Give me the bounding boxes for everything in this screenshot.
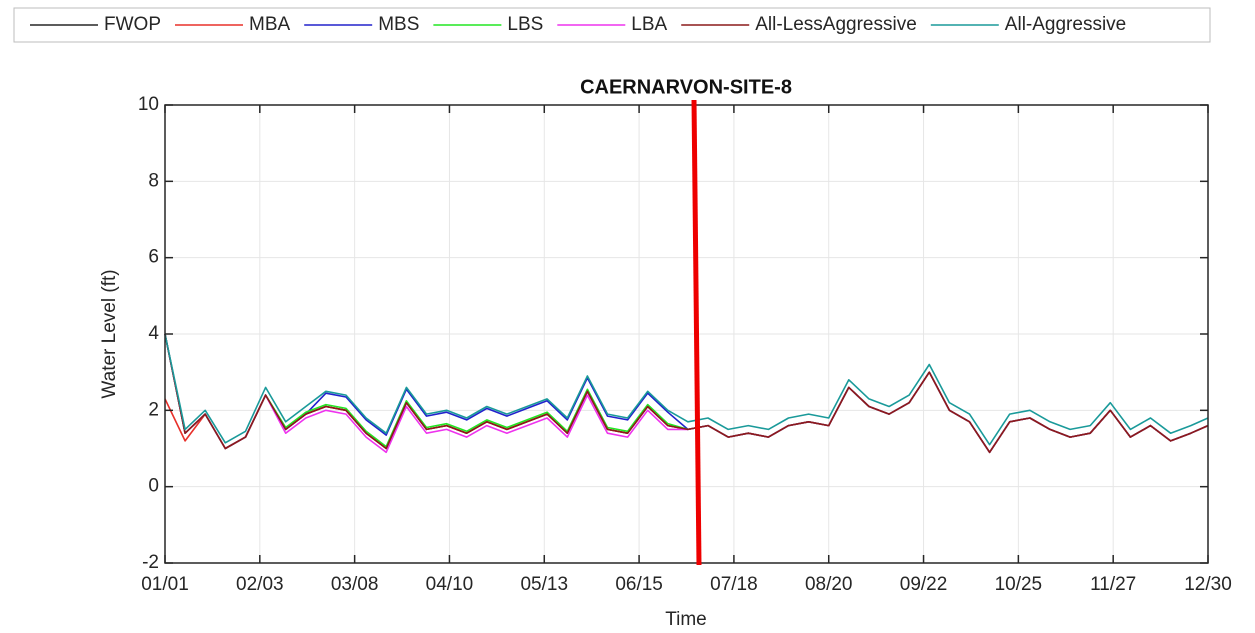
legend: FWOP MBA MBS LBS LBA All-LessAggressive All-Ag… [30, 14, 1126, 35]
x-tick-label: 01/01 [141, 574, 189, 595]
legend-label: MBS [378, 14, 419, 35]
highlight-line [691, 99, 702, 566]
chart-title: CAERNARVON-SITE-8 [580, 76, 792, 98]
x-tick-label: 02/03 [236, 574, 284, 595]
y-tick-label: 0 [148, 476, 159, 497]
x-axis-label: Time [665, 609, 707, 630]
series-line [164, 333, 1209, 454]
legend-label: All-Aggressive [1005, 14, 1126, 35]
y-tick-label: 10 [138, 94, 159, 115]
x-tick-label: 12/30 [1184, 574, 1232, 595]
x-tick-label: 08/20 [805, 574, 853, 595]
y-tick-label: 8 [148, 170, 159, 191]
legend-label: FWOP [104, 14, 161, 35]
y-tick-label: 6 [148, 247, 159, 268]
x-tick-label: 04/10 [426, 574, 474, 595]
x-tick-label: 05/13 [520, 574, 568, 595]
series-line [164, 333, 1209, 454]
series-line [164, 333, 1209, 454]
series-line [164, 333, 1209, 454]
y-axis-label: Water Level (ft) [99, 269, 120, 398]
grid [164, 104, 1209, 564]
x-tick-label: 06/15 [615, 574, 663, 595]
legend-label: MBA [249, 14, 291, 35]
y-tick-label: -2 [142, 552, 159, 573]
series-line [164, 333, 1209, 454]
x-tick-label: 07/18 [710, 574, 758, 595]
x-tick-label: 09/22 [900, 574, 948, 595]
legend-label: All-LessAggressive [755, 14, 917, 35]
x-tick-label: 10/25 [995, 574, 1043, 595]
series-line [164, 333, 1209, 446]
legend-label: LBS [507, 14, 543, 35]
y-tick-label: 4 [148, 323, 159, 344]
x-tick-label: 03/08 [331, 574, 379, 595]
plot-lines [164, 333, 1209, 454]
x-tick-label: 11/27 [1090, 574, 1136, 595]
y-tick-label: 2 [148, 399, 159, 420]
legend-label: LBA [631, 14, 667, 35]
